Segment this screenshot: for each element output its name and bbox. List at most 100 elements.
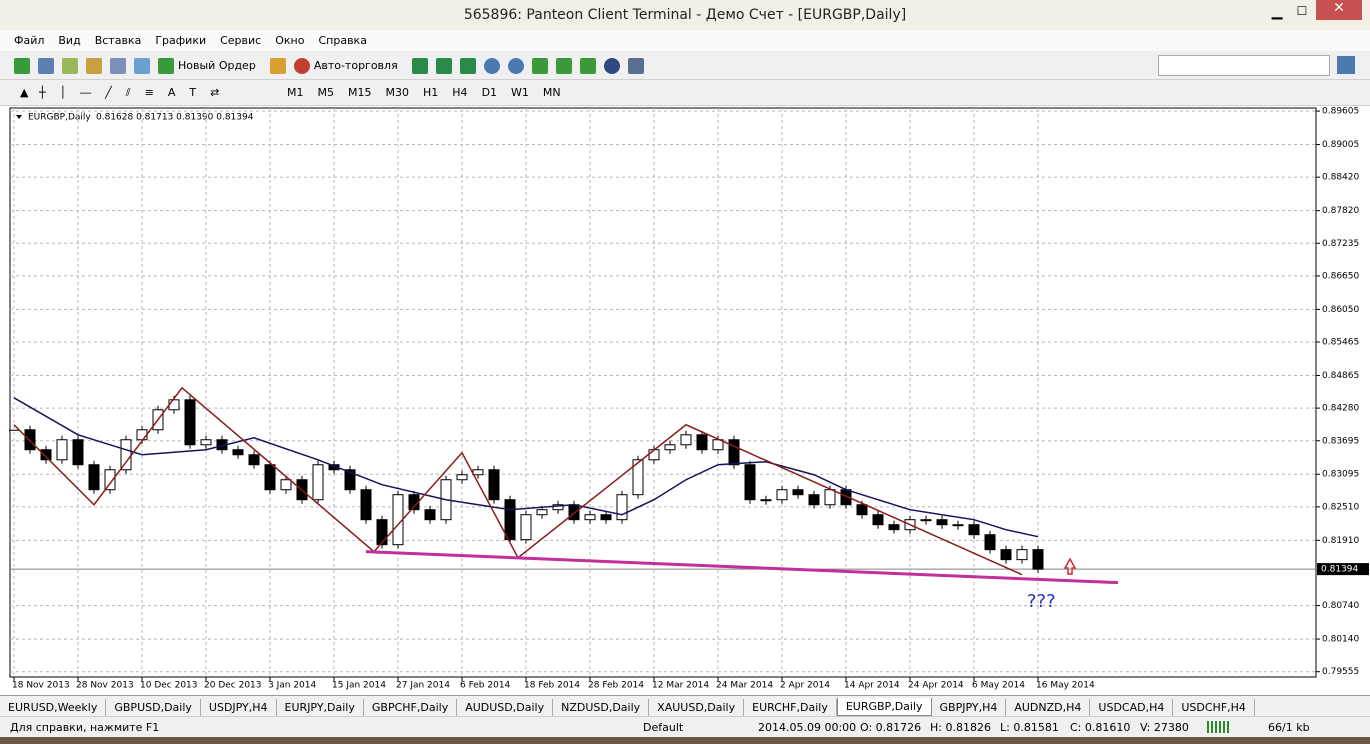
timeframe-button[interactable]: H1	[423, 86, 438, 99]
tool-icon[interactable]	[158, 58, 174, 74]
x-tick-label: 24 Mar 2014	[716, 681, 773, 691]
price-chart: EURGBP,Daily 0.81628 0.81713 0.81390 0.8…	[0, 106, 1370, 695]
candle	[489, 470, 499, 500]
candle	[617, 495, 627, 520]
chart-tab[interactable]: EURJPY,Daily	[277, 699, 364, 716]
candle	[873, 515, 883, 525]
new-order-button[interactable]: Новый Ордер	[178, 59, 256, 72]
tool-icon[interactable]	[412, 58, 428, 74]
chart-tab[interactable]: XAUUSD,Daily	[649, 699, 744, 716]
x-tick-label: 14 Apr 2014	[844, 681, 900, 691]
tool-icon[interactable]	[628, 58, 644, 74]
chart-tab[interactable]: USDCHF,H4	[1173, 699, 1255, 716]
candle	[265, 465, 275, 490]
close-button[interactable]: ✕	[1316, 0, 1362, 20]
tool-icon[interactable]	[110, 58, 126, 74]
x-tick-label: 6 May 2014	[972, 681, 1025, 691]
tool-icon[interactable]	[460, 58, 476, 74]
candle	[9, 430, 19, 431]
y-tick-label: 0.80740	[1322, 601, 1359, 611]
timeframe-button[interactable]: M30	[386, 86, 410, 99]
menu-bar: Файл Вид Вставка Графики Сервис Окно Справка	[0, 30, 1370, 51]
x-tick-label: 2 Apr 2014	[780, 681, 830, 691]
menu-item[interactable]: Справка	[318, 34, 366, 47]
candle	[649, 450, 659, 460]
chart-tab[interactable]: USDCAD,H4	[1090, 699, 1173, 716]
candle	[761, 500, 771, 501]
timeframe-button[interactable]: H4	[452, 86, 467, 99]
x-tick-label: 28 Feb 2014	[588, 681, 644, 691]
x-tick-label: 12 Mar 2014	[652, 681, 709, 691]
tool-icon[interactable]	[270, 58, 286, 74]
chart-tab[interactable]: USDJPY,H4	[201, 699, 277, 716]
auto-trading-button[interactable]: Авто-торговля	[314, 59, 398, 72]
tool-icon[interactable]	[436, 58, 452, 74]
timeframe-button[interactable]: D1	[482, 86, 497, 99]
chart-tab[interactable]: NZDUSD,Daily	[553, 699, 649, 716]
candle	[377, 520, 387, 545]
y-tick-label: 0.84280	[1322, 404, 1359, 414]
tool-icon[interactable]	[294, 58, 310, 74]
timeframe-button[interactable]: W1	[511, 86, 529, 99]
tool-icon[interactable]	[86, 58, 102, 74]
tool-icon[interactable]	[134, 58, 150, 74]
mailbox-icon[interactable]	[1337, 56, 1355, 74]
status-field: 2014.05.09 00:00	[758, 721, 856, 734]
chart-tab[interactable]: AUDUSD,Daily	[457, 699, 553, 716]
tool-icon[interactable]	[508, 58, 524, 74]
y-tick-label: 0.79555	[1322, 667, 1359, 677]
tool-icon[interactable]	[62, 58, 78, 74]
chart-tab[interactable]: EURGBP,Daily	[837, 698, 932, 716]
candle	[505, 500, 515, 540]
candle	[1017, 550, 1027, 560]
tool-icon[interactable]	[484, 58, 500, 74]
candle	[121, 440, 131, 470]
candle	[953, 525, 963, 526]
timeframe-button[interactable]: M15	[348, 86, 372, 99]
tool-icon[interactable]	[38, 58, 54, 74]
chart-tab[interactable]: EURUSD,Weekly	[0, 699, 106, 716]
annotation: ???	[1027, 591, 1056, 612]
tool-icon[interactable]	[556, 58, 572, 74]
candle	[457, 475, 467, 480]
timeframe-button[interactable]: M1	[287, 86, 304, 99]
tool-icon[interactable]	[604, 58, 620, 74]
tool-icon[interactable]	[532, 58, 548, 74]
y-tick-label: 0.83095	[1322, 470, 1359, 480]
x-tick-label: 16 May 2014	[1036, 681, 1095, 691]
status-bar: Для справки, нажмите F1Default2014.05.09…	[0, 716, 1370, 738]
menu-item[interactable]: Сервис	[220, 34, 261, 47]
candle	[921, 520, 931, 521]
x-tick-label: 20 Dec 2013	[204, 681, 262, 691]
chart-ohlc: 0.81628 0.81713 0.81390 0.81394	[96, 113, 254, 123]
chart-tab[interactable]: GBPJPY,H4	[932, 699, 1007, 716]
chart-tab[interactable]: GBPCHF,Daily	[364, 699, 457, 716]
y-tick-label: 0.80140	[1322, 635, 1359, 645]
tool-icon[interactable]	[14, 58, 30, 74]
connection-indicator	[1207, 721, 1231, 733]
chart-tab[interactable]: EURCHF,Daily	[744, 699, 837, 716]
menu-item[interactable]: Файл	[14, 34, 44, 47]
status-field: C: 0.81610	[1070, 721, 1130, 734]
minimize-button[interactable]: ▁	[1265, 4, 1289, 22]
status-field: L: 0.81581	[1000, 721, 1059, 734]
search-box[interactable]	[1158, 55, 1330, 76]
candle	[201, 440, 211, 445]
menu-item[interactable]: Графики	[155, 34, 206, 47]
timeframe-button[interactable]: M5	[318, 86, 335, 99]
toolbar: ▲ ┼ │ ― ╱ ⫽ ≡ A T ⇄ M1M5M15M30H1H4D1W1MN	[0, 80, 1370, 106]
tool-icon[interactable]	[580, 58, 596, 74]
y-tick-label: 0.86650	[1322, 271, 1359, 281]
menu-item[interactable]: Вид	[58, 34, 80, 47]
menu-item[interactable]: Вставка	[95, 34, 142, 47]
chart-tab[interactable]: GBPUSD,Daily	[106, 699, 201, 716]
candle	[809, 495, 819, 505]
timeframe-button[interactable]: MN	[543, 86, 561, 99]
candle	[889, 525, 899, 530]
status-field: Default	[643, 721, 683, 734]
menu-item[interactable]: Окно	[275, 34, 304, 47]
candle	[985, 535, 995, 550]
maximize-button[interactable]: ☐	[1290, 4, 1314, 22]
chart-tab[interactable]: AUDNZD,H4	[1006, 699, 1090, 716]
